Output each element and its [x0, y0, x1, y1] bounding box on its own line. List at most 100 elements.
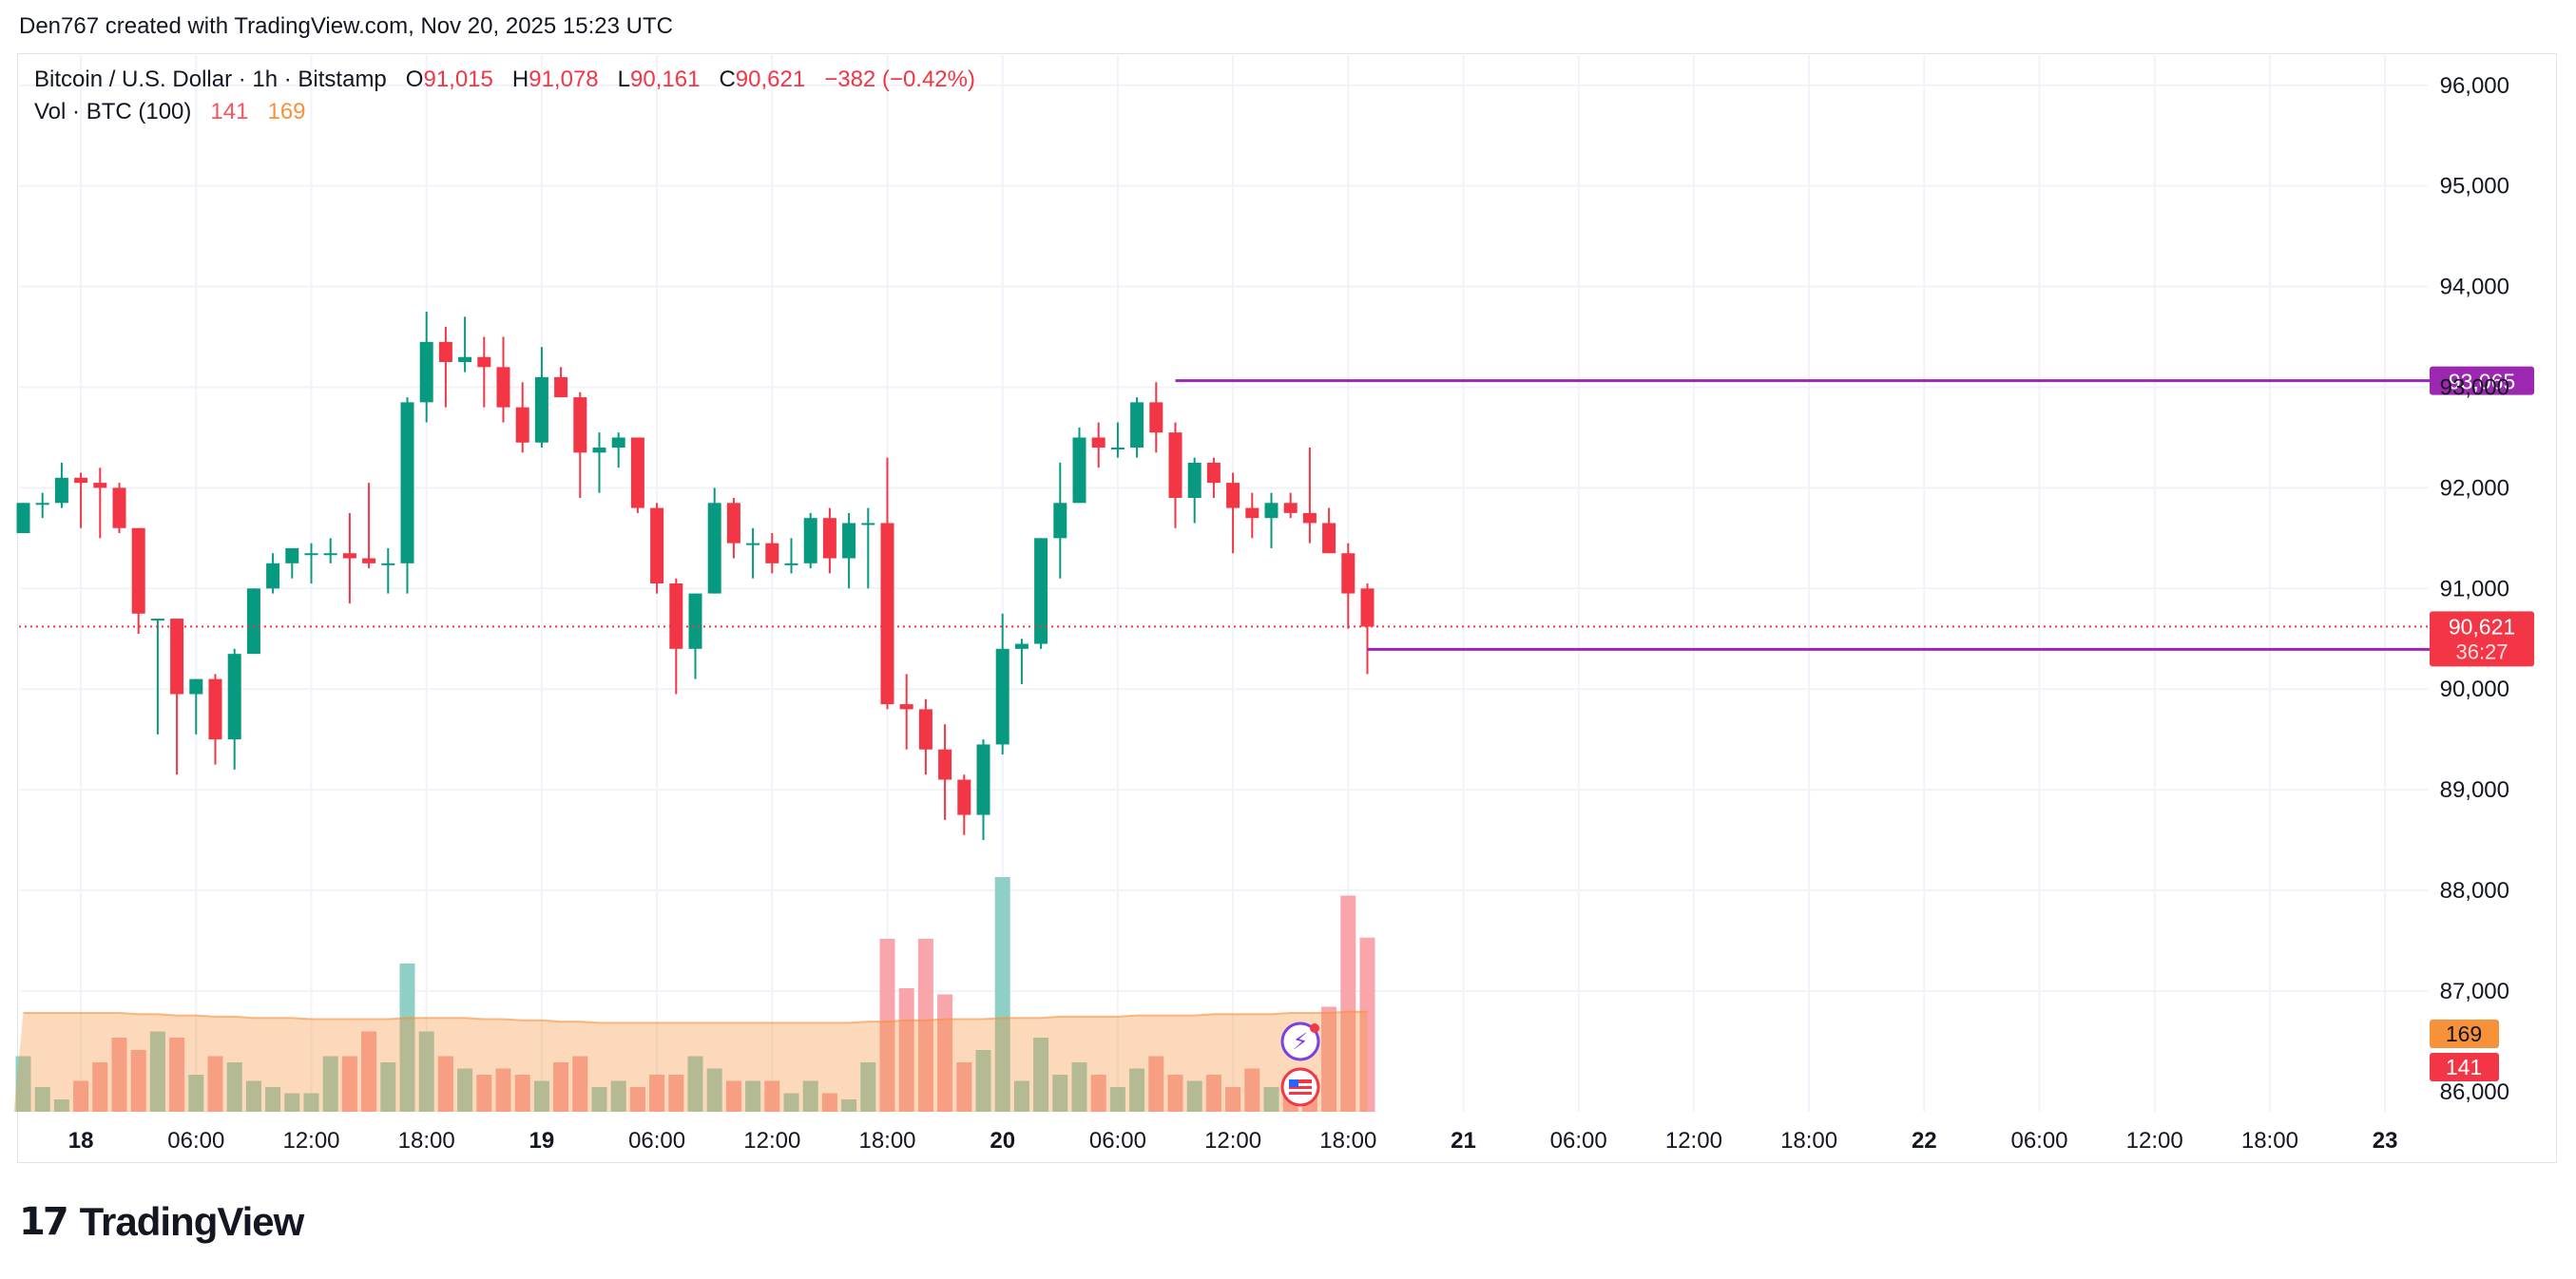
candle: [93, 468, 107, 539]
candle-body: [650, 507, 664, 583]
legend-volume-label[interactable]: Vol · BTC (100): [34, 99, 192, 124]
candle: [1206, 457, 1221, 498]
candle: [227, 648, 241, 770]
volume-bar: [994, 877, 1010, 1112]
candle-body: [1168, 432, 1182, 498]
price-tick-label: 87,000: [2440, 979, 2509, 1004]
candle-body: [554, 376, 568, 398]
volume-bar: [917, 939, 933, 1112]
volume-bar: [1263, 1087, 1279, 1112]
volume-value-label: 141: [2446, 1055, 2482, 1079]
time-tick-label: 18:00: [1780, 1128, 1837, 1154]
volume-bar: [821, 1093, 837, 1112]
volume-bar: [1359, 937, 1375, 1112]
candle-body: [957, 779, 971, 815]
volume-bar: [841, 1099, 857, 1112]
candle-body: [189, 678, 203, 695]
event-markers: ⚡: [1280, 1021, 1320, 1107]
candle: [1322, 507, 1336, 554]
candle: [246, 588, 260, 655]
volume-bar: [725, 1080, 741, 1112]
volume-bar: [1340, 895, 1356, 1112]
price-tick-label-partial: 86,000: [2440, 1079, 2509, 1105]
candle-body: [74, 477, 88, 484]
candle: [573, 391, 587, 498]
candle: [74, 472, 88, 528]
volume-bar: [34, 1087, 50, 1112]
volume-bar: [572, 1056, 588, 1112]
candle: [1091, 422, 1105, 468]
us-flag-event-icon[interactable]: [1280, 1067, 1320, 1107]
legend-symbol[interactable]: Bitcoin / U.S. Dollar · 1h · Bitstamp: [34, 67, 387, 92]
volume-bar: [1129, 1068, 1145, 1112]
candle-body: [1072, 437, 1086, 504]
volume-value-tag: [2430, 1053, 2499, 1081]
tradingview-logo-mark: 17: [19, 1200, 69, 1244]
volume-bar: [245, 1080, 261, 1112]
volume-bar: [1071, 1062, 1087, 1112]
volume-bar: [149, 1031, 165, 1112]
volume-bar: [1205, 1075, 1221, 1112]
candle-body: [35, 503, 49, 506]
candles: [16, 312, 1375, 841]
candle: [822, 507, 836, 574]
candle: [1187, 457, 1201, 524]
credit-line: Den767 created with TradingView.com, Nov…: [19, 13, 673, 39]
candle-body: [1360, 588, 1375, 627]
candle-body: [861, 523, 875, 525]
ai-event-icon[interactable]: ⚡: [1280, 1021, 1320, 1061]
tradingview-logo[interactable]: 17 TradingView: [19, 1199, 304, 1245]
candle-body: [131, 527, 145, 614]
price-tick-label: 93,000: [2440, 374, 2509, 400]
volume-bar: [1244, 1068, 1260, 1112]
price-axis: 93,06590,39596,00095,00094,00093,00092,0…: [2430, 73, 2534, 1105]
candle: [54, 462, 68, 508]
legend-high-value: 91,078: [529, 67, 599, 92]
candle: [726, 497, 740, 559]
time-tick-label: 23: [2373, 1128, 2398, 1154]
candle-body: [765, 543, 779, 563]
candle-body: [150, 619, 164, 621]
candle-body: [976, 744, 990, 815]
candle-body: [362, 558, 376, 563]
candle-body: [1245, 507, 1259, 519]
countdown-label: 36:27: [2455, 640, 2508, 663]
volume-bar: [476, 1075, 492, 1112]
volume-bar: [111, 1038, 127, 1112]
time-tick-label: 12:00: [743, 1128, 800, 1154]
candle: [1245, 492, 1259, 539]
time-tick-label: 19: [529, 1128, 555, 1154]
volume-bar: [1148, 1056, 1164, 1112]
candle: [170, 619, 184, 775]
candle: [304, 543, 318, 583]
candle-body: [899, 704, 913, 710]
candle-body: [688, 593, 702, 649]
legend-open-value: 91,015: [423, 67, 493, 92]
candle: [669, 578, 683, 695]
volume-bar: [1090, 1075, 1106, 1112]
candle: [707, 487, 721, 594]
candle-body: [1264, 503, 1278, 519]
volume-bar: [783, 1093, 799, 1112]
horizontal-lines: [1175, 379, 2430, 651]
svg-text:⚡: ⚡: [1293, 1028, 1309, 1055]
candle-body: [246, 588, 260, 655]
volume-bar: [1052, 1075, 1068, 1112]
volume-bar: [380, 1062, 396, 1112]
candle-body: [54, 477, 68, 504]
candle: [1149, 382, 1163, 453]
candle-body: [496, 367, 510, 408]
volume-value-tag: [2430, 1020, 2499, 1048]
candle-body: [477, 356, 491, 368]
time-tick-label: 18:00: [398, 1128, 455, 1154]
volume-bar: [975, 1050, 991, 1112]
time-tick-label: 12:00: [1204, 1128, 1261, 1154]
candle: [189, 678, 203, 735]
candle-body: [746, 543, 760, 545]
candle-body: [1226, 483, 1240, 508]
candle: [554, 367, 568, 398]
candle: [131, 527, 145, 634]
volume-bar: [265, 1087, 281, 1112]
price-tick-label: 96,000: [2440, 73, 2509, 99]
